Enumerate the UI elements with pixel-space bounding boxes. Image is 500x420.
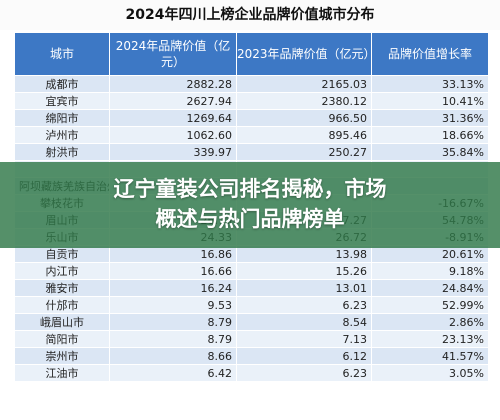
cell-growth-rate: 52.99% [371, 296, 489, 314]
cell-value-2024: 8.79 [109, 330, 237, 348]
header-city: 城市 [14, 32, 110, 76]
table-row: 内江市 16.66 15.26 9.18% [14, 262, 489, 280]
cell-city: 绵阳市 [14, 109, 110, 127]
cell-value-2023: 15.26 [236, 262, 372, 280]
table-header-row: 城市 2024年品牌价值（亿元） 2023年品牌价值（亿元） 品牌价值增长率 [14, 32, 489, 76]
cell-value-2023: 6.12 [236, 347, 372, 365]
table-row: 什邡市 9.53 6.23 52.99% [14, 296, 489, 314]
banner-title-line-1: 辽宁童装公司排名揭秘，市场 [113, 177, 387, 201]
cell-city: 成都市 [14, 75, 110, 93]
cell-value-2024: 2627.94 [109, 92, 237, 110]
cell-value-2024: 8.79 [109, 313, 237, 331]
table-row: 射洪市 339.97 250.27 35.84% [14, 143, 489, 161]
cell-value-2023: 6.23 [236, 296, 372, 314]
table-row: 江油市 6.42 6.23 3.05% [14, 364, 489, 382]
cell-city: 简阳市 [14, 330, 110, 348]
cell-city: 内江市 [14, 262, 110, 280]
cell-value-2023: 2380.12 [236, 92, 372, 110]
page-title: 2024年四川上榜企业品牌价值城市分布 [0, 0, 500, 30]
banner-title-line-2: 概述与热门品牌榜单 [155, 207, 345, 231]
cell-growth-rate: 41.57% [371, 347, 489, 365]
cell-value-2024: 1269.64 [109, 109, 237, 127]
cell-city: 自贡市 [14, 245, 110, 263]
cell-growth-rate: 33.13% [371, 75, 489, 93]
cell-city: 雅安市 [14, 279, 110, 297]
table-row: 自贡市 16.86 13.98 20.61% [14, 245, 489, 263]
table-row: 宜宾市 2627.94 2380.12 10.41% [14, 92, 489, 110]
header-growth-rate: 品牌价值增长率 [371, 32, 489, 76]
cell-value-2024: 1062.60 [109, 126, 237, 144]
cell-growth-rate: 35.84% [371, 143, 489, 161]
cell-value-2024: 8.66 [109, 347, 237, 365]
cell-value-2023: 8.54 [236, 313, 372, 331]
cell-growth-rate: 9.18% [371, 262, 489, 280]
cell-city: 崇州市 [14, 347, 110, 365]
table-row: 泸州市 1062.60 895.46 18.66% [14, 126, 489, 144]
cell-value-2023: 895.46 [236, 126, 372, 144]
banner-title: 辽宁童装公司排名揭秘，市场 概述与热门品牌榜单 [0, 162, 500, 234]
cell-value-2023: 13.01 [236, 279, 372, 297]
cell-growth-rate: 18.66% [371, 126, 489, 144]
cell-value-2023: 250.27 [236, 143, 372, 161]
cell-value-2024: 6.42 [109, 364, 237, 382]
table-row: 峨眉山市 8.79 8.54 2.86% [14, 313, 489, 331]
cell-value-2023: 2165.03 [236, 75, 372, 93]
cell-value-2023: 966.50 [236, 109, 372, 127]
cell-city: 峨眉山市 [14, 313, 110, 331]
cell-city: 江油市 [14, 364, 110, 382]
table-row: 雅安市 16.24 13.01 24.84% [14, 279, 489, 297]
cell-value-2024: 2882.28 [109, 75, 237, 93]
cell-growth-rate: 23.13% [371, 330, 489, 348]
cell-growth-rate: 31.36% [371, 109, 489, 127]
cell-city: 泸州市 [14, 126, 110, 144]
table-row: 成都市 2882.28 2165.03 33.13% [14, 75, 489, 93]
header-2024-value: 2024年品牌价值（亿元） [109, 32, 237, 76]
cell-value-2024: 16.86 [109, 245, 237, 263]
cell-value-2024: 9.53 [109, 296, 237, 314]
table-row: 绵阳市 1269.64 966.50 31.36% [14, 109, 489, 127]
cell-value-2024: 339.97 [109, 143, 237, 161]
cell-value-2023: 6.23 [236, 364, 372, 382]
cell-growth-rate: 20.61% [371, 245, 489, 263]
cell-city: 射洪市 [14, 143, 110, 161]
cell-value-2024: 16.24 [109, 279, 237, 297]
cell-value-2023: 7.13 [236, 330, 372, 348]
table-row: 简阳市 8.79 7.13 23.13% [14, 330, 489, 348]
cell-growth-rate: 24.84% [371, 279, 489, 297]
cell-growth-rate: 3.05% [371, 364, 489, 382]
cell-city: 什邡市 [14, 296, 110, 314]
cell-value-2024: 16.66 [109, 262, 237, 280]
table-row: 崇州市 8.66 6.12 41.57% [14, 347, 489, 365]
cell-value-2023: 13.98 [236, 245, 372, 263]
header-2023-value: 2023年品牌价值（亿元） [236, 32, 376, 76]
cell-city: 宜宾市 [14, 92, 110, 110]
cell-growth-rate: 2.86% [371, 313, 489, 331]
cell-growth-rate: 10.41% [371, 92, 489, 110]
article-title-banner: 辽宁童装公司排名揭秘，市场 概述与热门品牌榜单 [0, 162, 500, 248]
